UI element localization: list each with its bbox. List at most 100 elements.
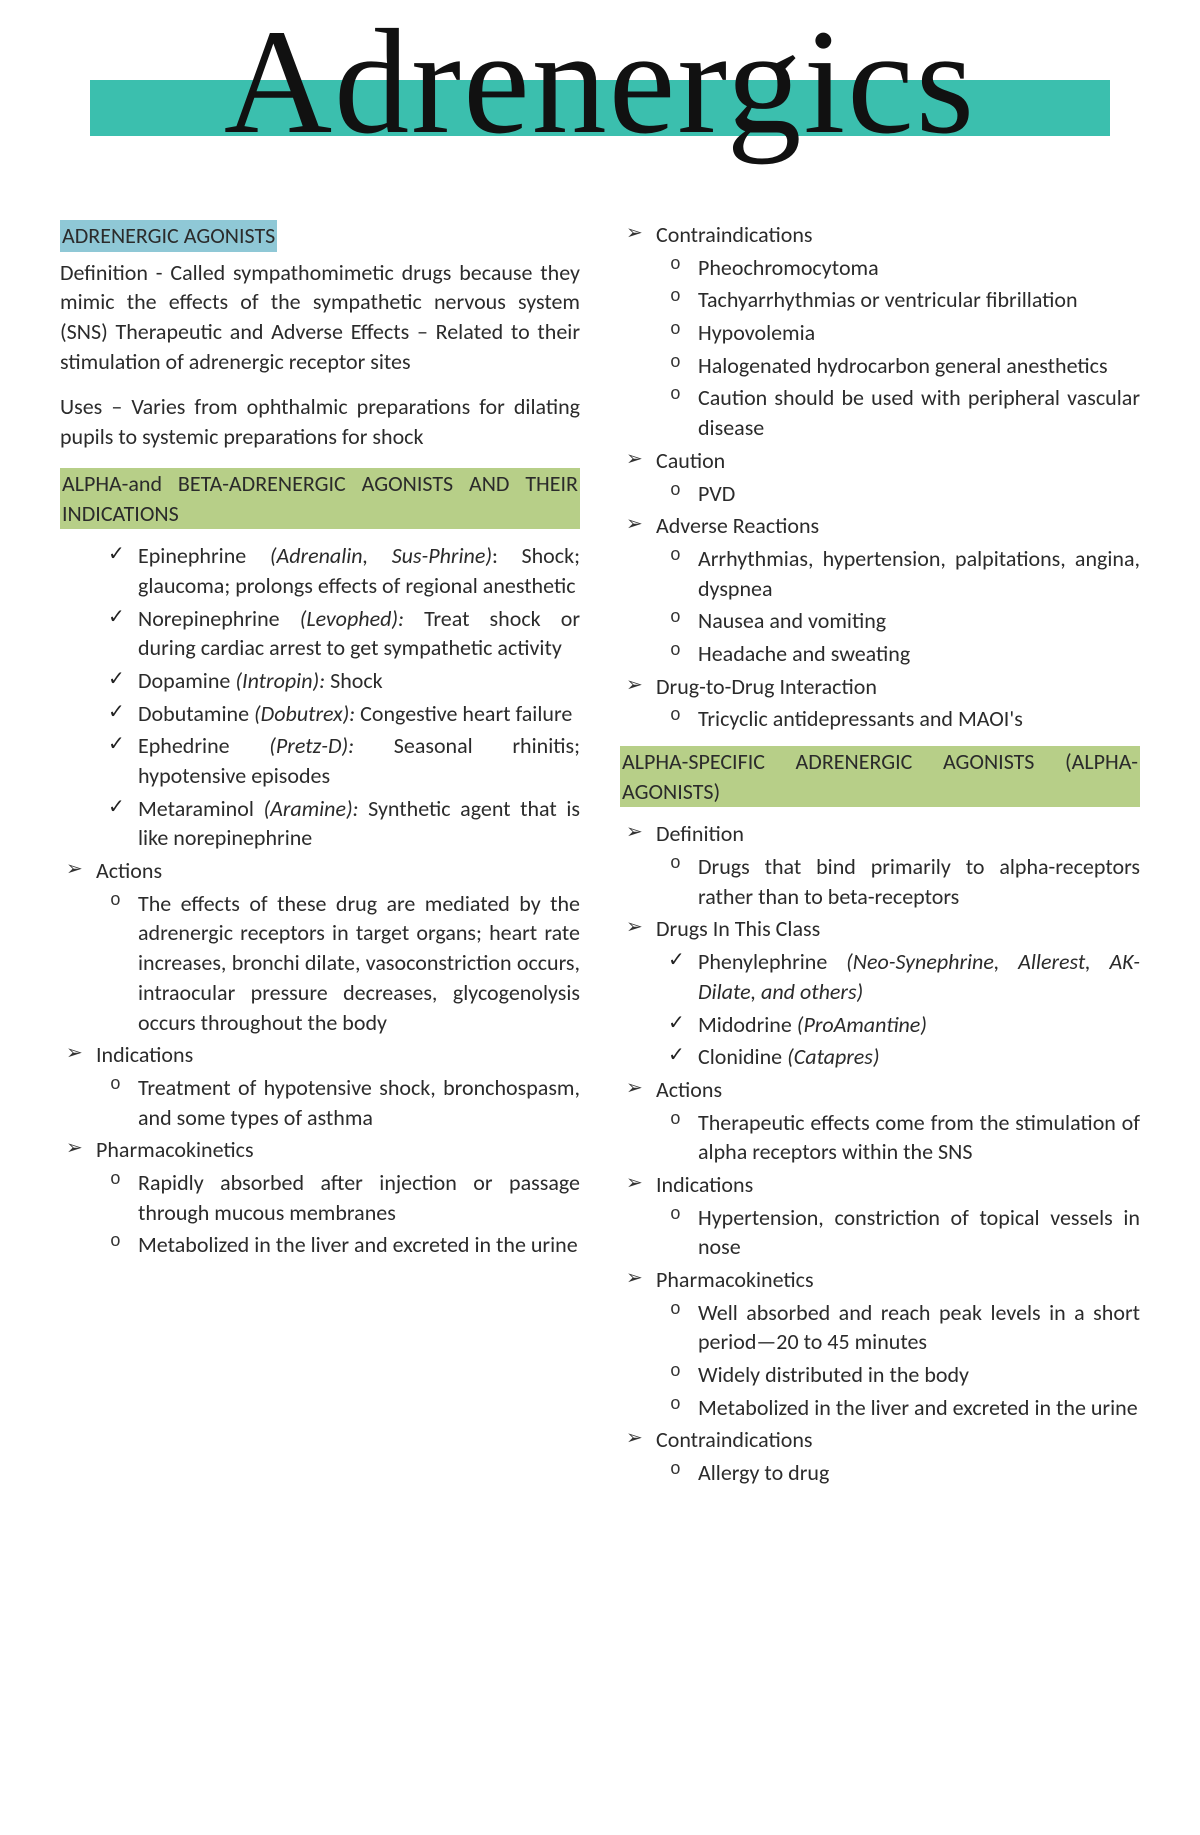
list-item: Arrhythmias, hypertension, palpitations,… — [662, 544, 1140, 603]
sub-list: Therapeutic effects come from the stimul… — [662, 1108, 1140, 1167]
topic-list: Indications — [60, 1040, 580, 1070]
drug-name: Phenylephrine — [698, 948, 827, 975]
topic-list: Drug-to-Drug Interaction — [620, 672, 1140, 702]
drug-desc: Shock — [325, 667, 383, 694]
list-item: Tricyclic antidepressants and MAOI's — [662, 704, 1140, 734]
sub-list: Hypertension, constriction of topical ve… — [662, 1203, 1140, 1262]
topic-list: Pharmacokinetics — [60, 1135, 580, 1165]
topic-contraindications: Contraindications — [620, 220, 1140, 250]
drug-brand: (Catapres) — [787, 1043, 879, 1070]
topic-pharmacokinetics: Pharmacokinetics — [60, 1135, 580, 1165]
sub-list: Well absorbed and reach peak levels in a… — [662, 1298, 1140, 1423]
sub-list: The effects of these drug are mediated b… — [102, 889, 580, 1037]
list-item: Metabolized in the liver and excreted in… — [662, 1393, 1140, 1423]
list-item: Treatment of hypotensive shock, bronchos… — [102, 1073, 580, 1132]
topic-list: Pharmacokinetics — [620, 1265, 1140, 1295]
list-item: PVD — [662, 479, 1140, 509]
drug-name: Clonidine — [698, 1043, 782, 1070]
drug-name: Ephedrine — [138, 732, 230, 759]
drug-item: Dobutamine (Dobutrex): Congestive heart … — [102, 699, 580, 729]
drug-item: Clonidine (Catapres) — [662, 1042, 1140, 1072]
topic-list: Caution — [620, 446, 1140, 476]
drug-brand: (Dobutrex): — [254, 700, 355, 727]
drug-name: Dobutamine — [138, 700, 249, 727]
topic-list: Indications — [620, 1170, 1140, 1200]
drug-desc: Congestive heart failure — [355, 700, 572, 727]
sub-list: Drugs that bind primarily to alpha-recep… — [662, 852, 1140, 911]
drug-brand: (Levophed): — [300, 605, 404, 632]
drug-name: Epinephrine — [138, 542, 246, 569]
definition-paragraph: Definition - Called sympathomimetic drug… — [60, 258, 580, 377]
topic-list: Definition — [620, 819, 1140, 849]
drug-item: Norepinephrine (Levophed): Treat shock o… — [102, 604, 580, 663]
drug-item: Epinephrine (Adrenalin, Sus-Phrine): Sho… — [102, 541, 580, 600]
topic-contraindications: Contraindications — [620, 1425, 1140, 1455]
list-item: The effects of these drug are mediated b… — [102, 889, 580, 1037]
uses-paragraph: Uses – Varies from ophthalmic preparatio… — [60, 392, 580, 451]
list-item: Halogenated hydrocarbon general anesthet… — [662, 351, 1140, 381]
heading-adrenergic-agonists: ADRENERGIC AGONISTS — [60, 220, 277, 252]
alpha-drug-list: Phenylephrine (Neo-Synephrine, Allerest,… — [662, 947, 1140, 1072]
drug-item: Phenylephrine (Neo-Synephrine, Allerest,… — [662, 947, 1140, 1006]
two-column-layout: ADRENERGIC AGONISTS Definition - Called … — [60, 220, 1140, 1491]
list-item: Metabolized in the liver and excreted in… — [102, 1230, 580, 1260]
heading-alpha-beta-agonists: ALPHA-and BETA-ADRENERGIC AGONISTS AND T… — [60, 468, 580, 529]
topic-definition: Definition — [620, 819, 1140, 849]
list-item: Hypertension, constriction of topical ve… — [662, 1203, 1140, 1262]
list-item: Therapeutic effects come from the stimul… — [662, 1108, 1140, 1167]
topic-list: Contraindications — [620, 220, 1140, 250]
list-item: Widely distributed in the body — [662, 1360, 1140, 1390]
sub-list: Arrhythmias, hypertension, palpitations,… — [662, 544, 1140, 669]
topic-actions: Actions — [620, 1075, 1140, 1105]
drug-item: Midodrine (ProAmantine) — [662, 1010, 1140, 1040]
sub-list: Rapidly absorbed after injection or pass… — [102, 1168, 580, 1260]
right-column: Contraindications Pheochromocytoma Tachy… — [620, 220, 1140, 1491]
list-item: Allergy to drug — [662, 1458, 1140, 1488]
drug-brand: (Aramine): — [263, 795, 358, 822]
list-item: Nausea and vomiting — [662, 606, 1140, 636]
topic-list: Drugs In This Class — [620, 914, 1140, 944]
topic-pharmacokinetics: Pharmacokinetics — [620, 1265, 1140, 1295]
drug-brand: (Adrenalin, Sus-Phrine) — [270, 542, 492, 569]
drug-name: Dopamine — [138, 667, 230, 694]
list-item: Hypovolemia — [662, 318, 1140, 348]
list-item: Rapidly absorbed after injection or pass… — [102, 1168, 580, 1227]
list-item: Pheochromocytoma — [662, 253, 1140, 283]
drug-brand: (Intropin): — [235, 667, 325, 694]
topic-list: Actions — [620, 1075, 1140, 1105]
topic-indications: Indications — [60, 1040, 580, 1070]
drug-name: Midodrine — [698, 1011, 792, 1038]
drug-brand: (ProAmantine) — [797, 1011, 927, 1038]
list-item: Drugs that bind primarily to alpha-recep… — [662, 852, 1140, 911]
sub-list: Allergy to drug — [662, 1458, 1140, 1488]
list-item: Tachyarrhythmias or ventricular fibrilla… — [662, 285, 1140, 315]
drug-list: Epinephrine (Adrenalin, Sus-Phrine): Sho… — [102, 541, 580, 853]
topic-caution: Caution — [620, 446, 1140, 476]
left-column: ADRENERGIC AGONISTS Definition - Called … — [60, 220, 580, 1491]
topic-list: Contraindications — [620, 1425, 1140, 1455]
drug-name: Metaraminol — [138, 795, 254, 822]
drug-item: Ephedrine (Pretz-D): Seasonal rhinitis; … — [102, 731, 580, 790]
drug-item: Dopamine (Intropin): Shock — [102, 666, 580, 696]
topic-indications: Indications — [620, 1170, 1140, 1200]
drug-name: Norepinephrine — [138, 605, 280, 632]
topic-adverse-reactions: Adverse Reactions — [620, 511, 1140, 541]
drug-item: Metaraminol (Aramine): Synthetic agent t… — [102, 794, 580, 853]
topic-list: Actions — [60, 856, 580, 886]
list-item: Caution should be used with peripheral v… — [662, 383, 1140, 442]
topic-drugs-in-class: Drugs In This Class — [620, 914, 1140, 944]
sub-list: PVD — [662, 479, 1140, 509]
sub-list: Pheochromocytoma Tachyarrhythmias or ven… — [662, 253, 1140, 443]
heading-alpha-specific-agonists: ALPHA-SPECIFIC ADRENERGIC AGONISTS (ALPH… — [620, 746, 1140, 807]
page-title: Adrenergics — [60, 0, 1140, 172]
drug-brand: (Pretz-D): — [269, 732, 354, 759]
section-heading: ADRENERGIC AGONISTS — [60, 220, 580, 252]
list-item: Well absorbed and reach peak levels in a… — [662, 1298, 1140, 1357]
topic-drug-interaction: Drug-to-Drug Interaction — [620, 672, 1140, 702]
sub-list: Tricyclic antidepressants and MAOI's — [662, 704, 1140, 734]
sub-list: Treatment of hypotensive shock, bronchos… — [102, 1073, 580, 1132]
title-banner: Adrenergics — [60, 10, 1140, 210]
topic-list: Adverse Reactions — [620, 511, 1140, 541]
topic-actions: Actions — [60, 856, 580, 886]
list-item: Headache and sweating — [662, 639, 1140, 669]
